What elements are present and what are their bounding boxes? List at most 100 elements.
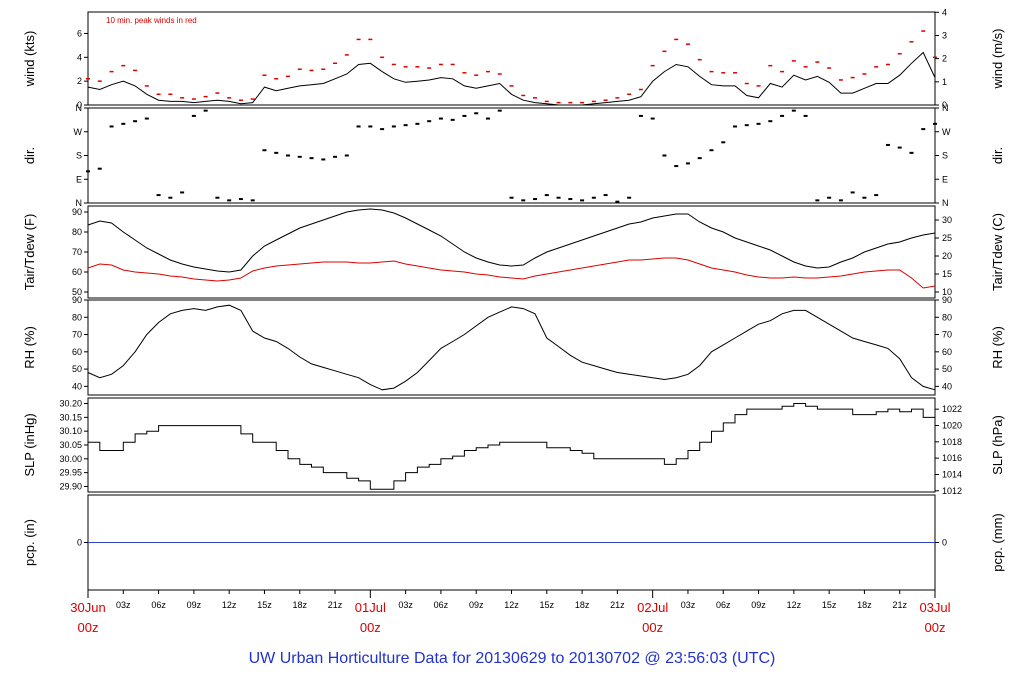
y-tick-label-left: 30.15 <box>59 412 82 422</box>
y-tick-label-left: 29.95 <box>59 468 82 478</box>
data-point <box>427 120 432 123</box>
data-point <box>885 143 890 146</box>
x-tick-label: 12z <box>222 600 237 610</box>
y-tick-label-right: 30 <box>942 215 952 225</box>
x-tick-label: 09z <box>187 600 202 610</box>
data-point <box>838 199 843 202</box>
data-point <box>544 194 549 197</box>
data-point <box>874 194 879 197</box>
x-day-time-label: 00z <box>360 620 381 635</box>
x-tick-label: 09z <box>751 600 766 610</box>
data-point <box>180 191 185 194</box>
panel-frame <box>87 397 936 493</box>
x-tick-label: 15z <box>257 600 272 610</box>
data-point <box>674 165 679 168</box>
data-point <box>250 199 255 202</box>
y-tick-label-left: 6 <box>77 28 82 38</box>
data-point <box>191 114 196 117</box>
x-tick-label: 21z <box>328 600 343 610</box>
data-point <box>909 151 914 154</box>
y-axis-label-right: wind (m/s) <box>990 29 1005 90</box>
data-point <box>509 196 514 199</box>
y-axis-label-right: SLP (hPa) <box>990 415 1005 475</box>
data-point <box>662 154 667 157</box>
data-point <box>156 194 161 197</box>
x-tick-label: 06z <box>716 600 731 610</box>
data-point <box>121 122 126 125</box>
data-point <box>603 194 608 197</box>
x-day-label: 01Jul <box>355 600 386 615</box>
data-point <box>97 167 102 170</box>
data-point <box>862 196 867 199</box>
y-tick-label-left: 0 <box>77 100 82 110</box>
y-tick-label-left: 70 <box>72 247 82 257</box>
data-point <box>933 122 937 125</box>
panel-frame <box>87 107 936 204</box>
data-point <box>415 122 420 125</box>
figure-caption: UW Urban Horticulture Data for 20130629 … <box>248 650 776 667</box>
data-point <box>438 117 443 120</box>
y-tick-label-right: 4 <box>942 7 947 17</box>
data-point <box>768 120 773 123</box>
x-tick-label: 03z <box>116 600 131 610</box>
x-day-label: 30Jun <box>70 600 105 615</box>
y-tick-label-right: 80 <box>942 312 952 322</box>
data-point <box>344 154 349 157</box>
y-tick-label-left: 30.20 <box>59 399 82 409</box>
data-point <box>650 117 655 120</box>
data-point <box>380 128 385 131</box>
data-point <box>850 191 855 194</box>
y-tick-label-left: E <box>76 174 82 184</box>
y-tick-label-right: W <box>942 127 951 137</box>
y-tick-label-right: 15 <box>942 269 952 279</box>
data-point <box>709 149 714 152</box>
y-tick-label-left: 90 <box>72 207 82 217</box>
y-tick-label-right: 3 <box>942 30 947 40</box>
y-tick-label-right: 1022 <box>942 404 962 414</box>
y-tick-label-right: 0 <box>942 538 947 548</box>
y-tick-label-left: 29.90 <box>59 481 82 491</box>
y-tick-label-left: 80 <box>72 312 82 322</box>
x-tick-label: 21z <box>610 600 625 610</box>
data-point <box>803 114 808 117</box>
y-tick-label-right: 70 <box>942 330 952 340</box>
x-day-label: 02Jul <box>637 600 668 615</box>
x-tick-label: 18z <box>292 600 307 610</box>
y-tick-label-left: 60 <box>72 267 82 277</box>
y-tick-label-left: 2 <box>77 76 82 86</box>
y-tick-label-left: 80 <box>72 227 82 237</box>
y-tick-label-right: 0 <box>942 100 947 110</box>
panel-frame <box>87 205 936 299</box>
data-point <box>638 114 643 117</box>
data-point <box>203 109 208 112</box>
y-tick-label-left: S <box>76 151 82 161</box>
data-point <box>897 146 902 149</box>
y-tick-label-right: 90 <box>942 295 952 305</box>
data-point <box>921 128 926 131</box>
x-tick-label: 09z <box>469 600 484 610</box>
data-point <box>756 122 761 125</box>
data-point <box>580 199 585 202</box>
y-axis-label-left: pcp. (in) <box>22 519 37 566</box>
y-tick-label-right: 1020 <box>942 420 962 430</box>
y-tick-label-right: 10 <box>942 287 952 297</box>
y-axis-label-right: dir. <box>990 147 1005 164</box>
data-point <box>697 157 702 160</box>
data-point <box>262 149 267 152</box>
x-tick-label: 21z <box>892 600 907 610</box>
x-day-label: 03Jul <box>919 600 950 615</box>
y-tick-label-left: N <box>76 103 83 113</box>
data-point <box>721 141 726 144</box>
data-point <box>238 198 243 201</box>
data-point <box>533 198 538 201</box>
series-line-rh <box>87 304 936 391</box>
x-tick-label: 03z <box>398 600 413 610</box>
data-point <box>591 196 596 199</box>
x-day-time-label: 00z <box>642 620 663 635</box>
panel-pcp: pcp. (in) pcp. (mm) 0 0 <box>22 494 1005 591</box>
data-point <box>368 125 373 128</box>
data-point <box>309 157 314 160</box>
y-tick-label-right: 1016 <box>942 453 962 463</box>
y-tick-label-left: W <box>74 127 83 137</box>
data-point <box>462 114 467 117</box>
